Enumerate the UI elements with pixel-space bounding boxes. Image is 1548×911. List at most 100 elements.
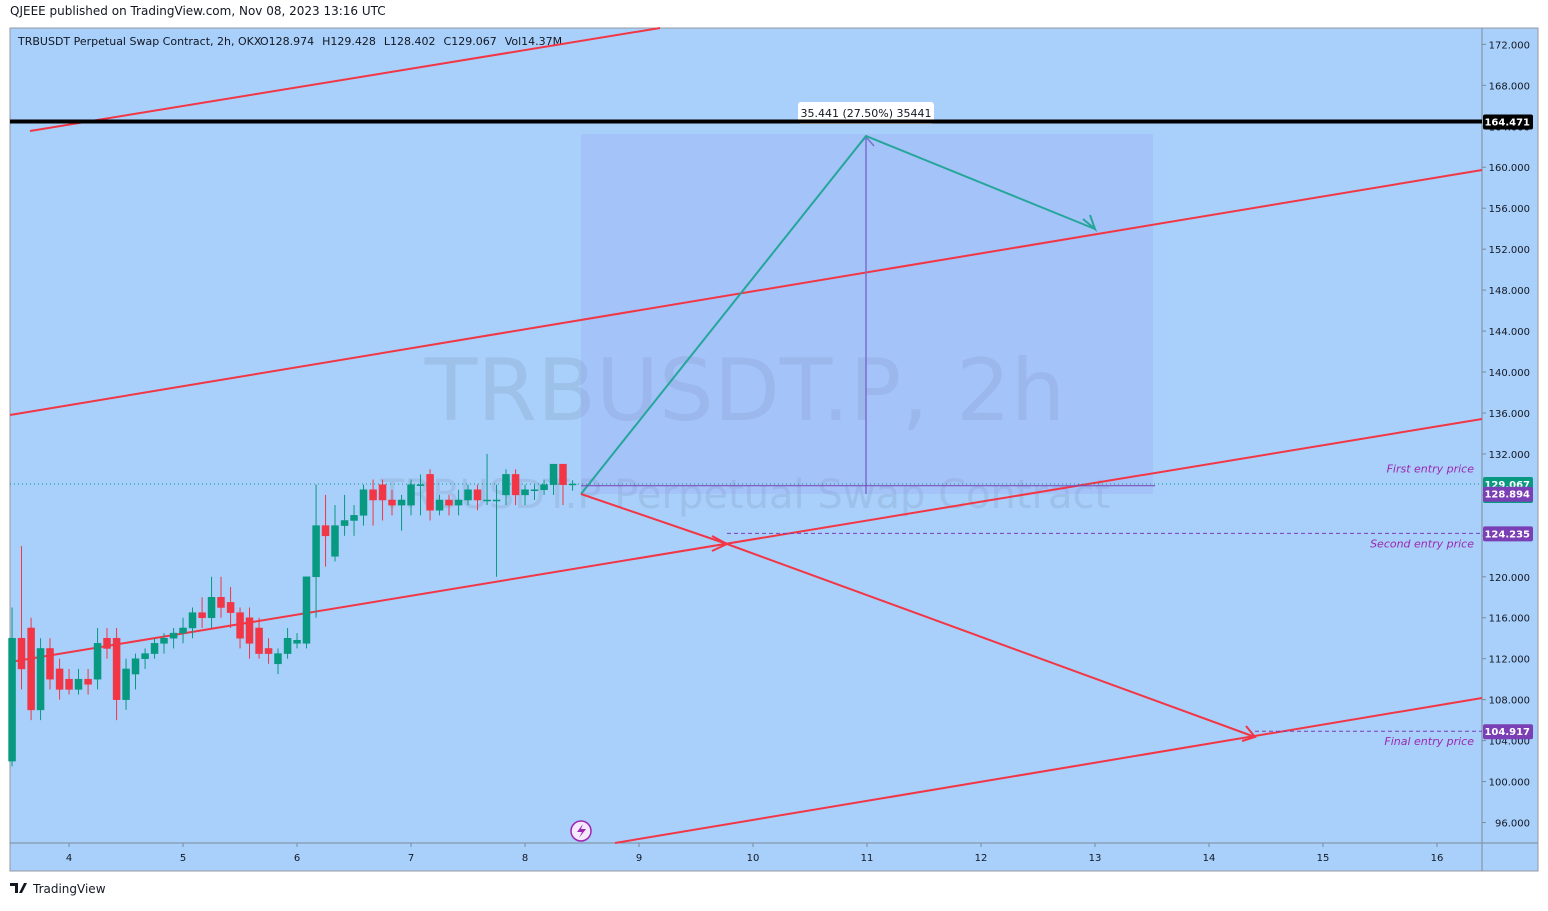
candle-body bbox=[293, 640, 301, 644]
candle-body bbox=[340, 520, 349, 526]
candle-body bbox=[255, 627, 263, 654]
candle-body bbox=[122, 668, 130, 700]
candle-body bbox=[502, 474, 510, 496]
candle-body bbox=[407, 484, 415, 506]
candle-body bbox=[46, 648, 54, 680]
y-tick-label: 156.000 bbox=[1489, 204, 1530, 215]
candle-body bbox=[74, 678, 83, 690]
candle-body bbox=[521, 489, 529, 496]
y-tick-label: 132.000 bbox=[1489, 450, 1530, 461]
candle-body bbox=[369, 489, 377, 501]
price-label: 104.917 bbox=[1484, 727, 1530, 738]
logo-mark bbox=[10, 883, 27, 893]
candle-body bbox=[179, 627, 187, 634]
candle-body bbox=[207, 597, 216, 618]
ohlc-value: Vol14.37M bbox=[505, 35, 562, 48]
candle-body bbox=[84, 678, 92, 685]
x-tick-label: 10 bbox=[747, 853, 760, 864]
candle-body bbox=[559, 463, 567, 485]
events-icon-bolt bbox=[577, 824, 586, 838]
candle-body bbox=[160, 637, 168, 644]
entry-label: First entry price bbox=[1387, 463, 1475, 476]
candle-body bbox=[65, 678, 73, 690]
x-tick-label: 14 bbox=[1203, 853, 1216, 864]
symbol-legend: TRBUSDT Perpetual Swap Contract, 2h, OKX bbox=[17, 35, 262, 48]
candle-body bbox=[426, 474, 434, 511]
logo: TradingView bbox=[10, 882, 106, 896]
candle-body bbox=[103, 637, 111, 649]
y-tick-label: 112.000 bbox=[1489, 655, 1530, 666]
candle-body bbox=[93, 643, 102, 680]
arrowhead bbox=[1082, 214, 1098, 233]
price-label: 164.471 bbox=[1484, 117, 1530, 128]
y-tick-label: 172.000 bbox=[1489, 40, 1530, 51]
x-tick-label: 12 bbox=[975, 853, 988, 864]
candle-body bbox=[226, 602, 235, 613]
y-tick-label: 144.000 bbox=[1489, 327, 1530, 338]
entry-label: Second entry price bbox=[1370, 537, 1474, 550]
candle-body bbox=[141, 653, 149, 659]
candle-body bbox=[198, 612, 206, 618]
candle-body bbox=[264, 648, 273, 654]
candle-body bbox=[302, 576, 311, 644]
arrowhead bbox=[1241, 725, 1257, 742]
x-tick-label: 13 bbox=[1089, 853, 1102, 864]
candle-body bbox=[283, 637, 292, 654]
x-tick-label: 7 bbox=[408, 853, 414, 864]
x-tick-label: 5 bbox=[180, 853, 186, 864]
candle-body bbox=[169, 632, 178, 639]
candle-body bbox=[188, 612, 197, 629]
x-tick-label: 11 bbox=[861, 853, 874, 864]
candle-body bbox=[274, 653, 282, 665]
candle-body bbox=[17, 637, 26, 670]
candle-body bbox=[27, 627, 35, 711]
y-tick-label: 168.000 bbox=[1489, 81, 1530, 92]
y-tick-label: 152.000 bbox=[1489, 245, 1530, 256]
measure-label-box bbox=[798, 102, 934, 124]
footer-brand: TradingView bbox=[32, 882, 106, 896]
candle-body bbox=[445, 499, 453, 506]
y-tick-label: 160.000 bbox=[1489, 163, 1530, 174]
arrowhead bbox=[711, 535, 730, 552]
price-label: 128.894 bbox=[1484, 490, 1530, 501]
y-tick-label: 120.000 bbox=[1489, 573, 1530, 584]
trendline bbox=[29, 27, 661, 132]
candle-body bbox=[464, 489, 472, 501]
y-tick-label: 100.000 bbox=[1489, 778, 1530, 789]
x-tick-label: 16 bbox=[1431, 853, 1444, 864]
price-label: 129.067 bbox=[1484, 480, 1530, 491]
x-tick-label: 4 bbox=[66, 853, 72, 864]
price-label-box bbox=[1483, 114, 1533, 130]
price-label-box bbox=[1483, 486, 1533, 502]
ohlc-value: O128.974 bbox=[260, 35, 314, 48]
candle-body bbox=[397, 499, 406, 506]
candle-body bbox=[350, 515, 358, 521]
candle-body bbox=[473, 489, 482, 501]
candle-body bbox=[549, 463, 558, 485]
trendline bbox=[614, 697, 1483, 844]
ohlc-value: C129.067 bbox=[444, 35, 497, 48]
candle-body bbox=[245, 617, 254, 644]
watermark-sub: TRBUSDT.P Perpetual Swap Contract bbox=[379, 472, 1110, 518]
trendline bbox=[9, 169, 1483, 416]
candle-body bbox=[8, 637, 16, 762]
candle-body bbox=[388, 499, 396, 506]
candle-body bbox=[150, 643, 159, 654]
measure-box bbox=[581, 134, 1153, 494]
candle-body bbox=[530, 489, 539, 492]
publisher-header: QJEEE published on TradingView.com, Nov … bbox=[10, 4, 386, 18]
x-tick-label: 9 bbox=[636, 853, 642, 864]
candle-body bbox=[112, 637, 121, 700]
y-tick-label: 116.000 bbox=[1489, 614, 1530, 625]
drawings: 35.441 (27.50%) 35441 First entry price S… bbox=[9, 27, 1483, 844]
x-tick-label: 15 bbox=[1317, 853, 1330, 864]
candle-body bbox=[217, 597, 225, 608]
y-tick-label: 104.000 bbox=[1489, 737, 1530, 748]
watermark: TRBUSDT.P, 2h bbox=[424, 341, 1065, 441]
ohlc-legend: O128.974 H129.428 L128.402 C129.067 Vol14.37… bbox=[260, 35, 562, 48]
candle-body bbox=[236, 612, 244, 639]
candle-body bbox=[331, 525, 339, 557]
measure-label: 35.441 (27.50%) 35441 bbox=[800, 107, 931, 120]
